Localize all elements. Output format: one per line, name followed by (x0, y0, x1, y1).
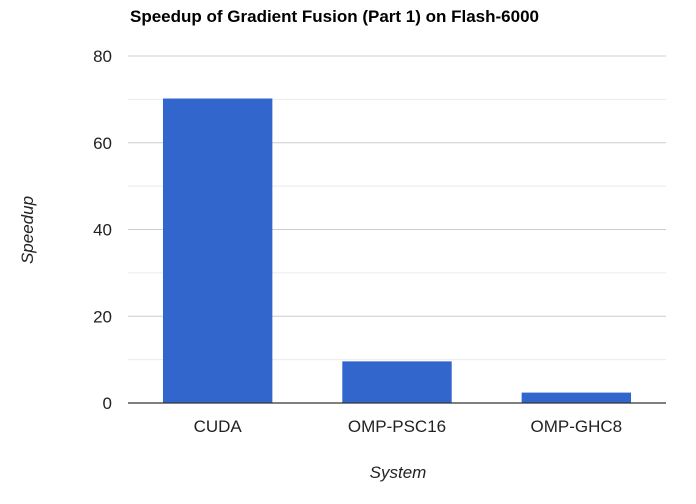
bar-omp-ghc8 (521, 392, 632, 403)
y-tick-label: 80 (93, 47, 112, 66)
bar-cuda (162, 98, 273, 403)
x-axis-title: System (370, 463, 427, 482)
bar-omp-psc16 (342, 361, 452, 403)
y-axis-title: Speedup (18, 196, 37, 264)
x-axis-ticks: CUDA OMP-PSC16 OMP-GHC8 (194, 417, 623, 436)
y-tick-label: 20 (93, 307, 112, 326)
x-tick-label: CUDA (194, 417, 243, 436)
y-tick-label: 60 (93, 134, 112, 153)
y-axis-ticks: 0 20 40 60 80 (93, 47, 112, 413)
x-tick-label: OMP-GHC8 (531, 417, 623, 436)
y-tick-label: 0 (103, 394, 112, 413)
y-tick-label: 40 (93, 221, 112, 240)
bars (162, 98, 632, 403)
chart-title: Speedup of Gradient Fusion (Part 1) on F… (130, 7, 539, 26)
x-tick-label: OMP-PSC16 (348, 417, 446, 436)
